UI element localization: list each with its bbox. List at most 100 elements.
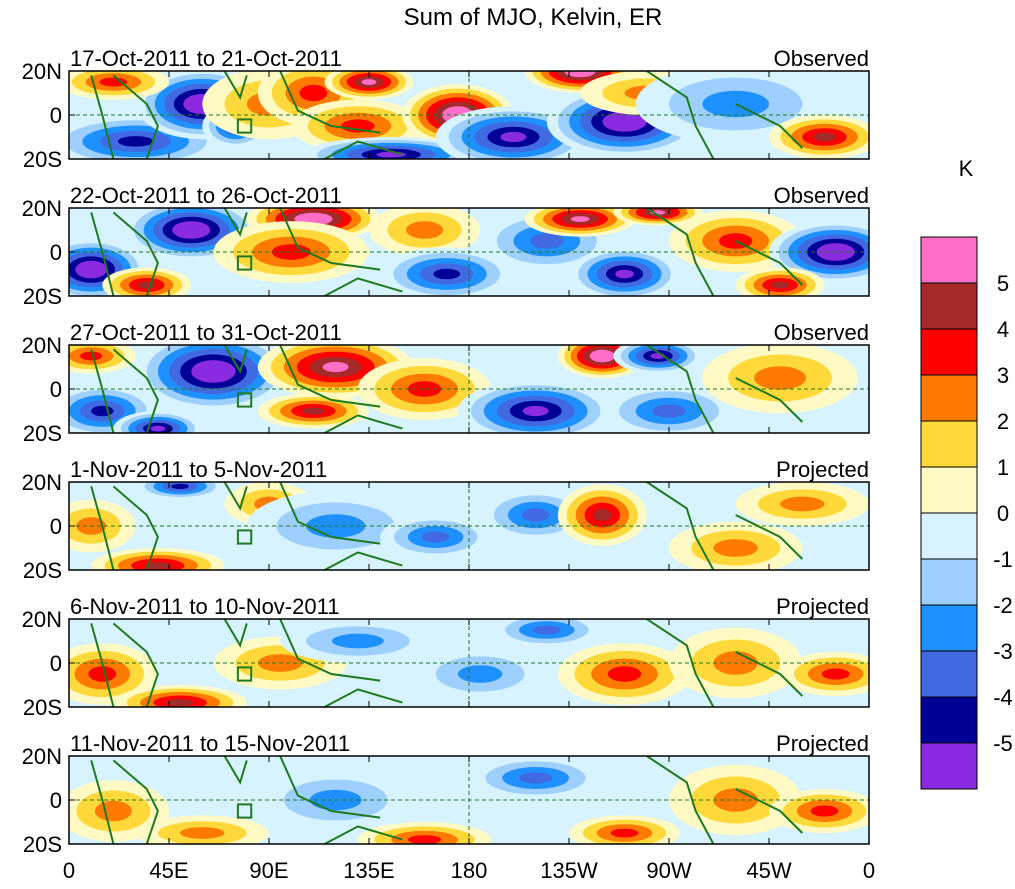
coastline [112,759,159,844]
y-tick-label: 20N [22,196,62,221]
coastline [646,482,715,570]
panel-status: Observed [774,46,869,71]
anomaly-contour [500,131,527,143]
y-tick-label: 20S [23,421,62,446]
anomaly-contour [406,221,444,239]
panel-status: Projected [776,731,869,756]
coastline [90,760,115,844]
anomaly-contour [171,483,189,490]
colorbar-swatch [920,466,978,514]
anomaly-contour [331,633,384,649]
y-tick-label: 0 [50,788,62,813]
anomaly-contour [407,381,442,397]
y-tick-label: 0 [50,651,62,676]
anomaly-contour [144,562,172,570]
coastline [324,414,403,433]
x-tick-label: 0 [863,858,875,883]
x-tick-label: 90E [249,858,288,883]
coastline [223,345,248,374]
colorbar-tick-label: -1 [993,547,1013,572]
colorbar-swatch [920,420,978,468]
anomaly-contour [202,365,225,378]
panel-status: Observed [774,320,869,345]
map-panel: 20N 0 20S 22-Oct-2011 to 26-Oct-2011 Observe… [22,183,870,309]
colorbar-tick-label: 4 [997,317,1009,342]
coastline [223,619,248,648]
anomaly-contour [713,539,758,557]
x-tick-label: 0 [63,858,75,883]
y-tick-label: 20S [23,832,62,857]
x-tick-label: 135E [343,858,394,883]
coastline [735,377,804,423]
coastline [279,482,381,545]
y-tick-label: 20N [22,59,62,84]
x-tick-label: 45E [149,858,188,883]
anomaly-contour [572,71,589,75]
coastline [90,75,115,159]
coastline [112,622,159,707]
region-box [236,392,253,408]
panel-status: Projected [776,457,869,482]
coastline [279,345,381,408]
anomaly-contour [99,77,128,87]
coastline [112,485,159,570]
coastline [223,208,248,237]
coastline [112,211,159,296]
y-tick-label: 0 [50,103,62,128]
anomaly-contour [771,281,789,289]
panel-date-range: 17-Oct-2011 to 21-Oct-2011 [70,46,342,71]
coastline [324,825,403,844]
y-tick-label: 20S [23,558,62,583]
anomaly-contour [607,666,642,682]
map-panel: 20N 0 20S 6-Nov-2011 to 10-Nov-2011 Projecte… [22,594,870,720]
panel-date-range: 1-Nov-2011 to 5-Nov-2011 [70,457,327,482]
y-tick-label: 20S [23,147,62,172]
panel-date-range: 11-Nov-2011 to 15-Nov-2011 [70,731,350,756]
panel-status: Projected [776,594,869,619]
region-box [236,666,253,682]
anomaly-contour [522,405,549,417]
anomaly-contour [780,496,825,512]
panel-date-range: 22-Oct-2011 to 26-Oct-2011 [70,183,342,208]
y-tick-label: 0 [50,377,62,402]
colorbar-tick-label: 1 [997,455,1009,480]
coastline [112,348,159,433]
colorbar-tick-label: -3 [993,639,1013,664]
anomaly-contour [302,407,325,415]
colorbar: K 5 4 3 2 1 0 -1 -2 -3 -4 -5 [920,156,1013,790]
anomaly-contour [299,84,328,102]
y-tick-label: 20S [23,284,62,309]
map-panel: 20N 0 20S 17-Oct-2011 to 21-Oct-2011 Observe… [22,46,870,172]
coastline [90,486,115,570]
coastline [646,208,715,296]
y-tick-label: 20N [22,744,62,769]
panels: 20N 0 20S 17-Oct-2011 to 21-Oct-2011 Observe… [22,46,870,857]
coastline [735,651,804,697]
anomaly-contour [117,136,154,147]
colorbar-tick-label: 5 [997,271,1009,296]
anomaly-contour [80,351,103,361]
anomaly-contour [433,268,461,280]
coastline [324,551,403,570]
coastline [279,71,381,134]
coastline [324,140,403,159]
colorbar-tick-label: -5 [993,731,1013,756]
x-tick-label: 180 [451,858,488,883]
colorbar-swatch [920,650,978,698]
region-box [236,255,253,271]
colorbar-swatch [920,328,978,376]
coastline [223,756,248,785]
coastline [223,482,248,511]
coastline [646,756,715,844]
anomaly-contour [181,225,201,235]
anomaly-contour [652,404,686,418]
colorbar-swatch [920,696,978,744]
colorbar-swatch [920,604,978,652]
colorbar-swatch [920,558,978,606]
coastline [735,514,804,560]
anomaly-contour [613,116,636,127]
map-panel: 20N 0 20S 1-Nov-2011 to 5-Nov-2011 Projected [22,457,870,583]
coastline [735,788,804,834]
anomaly-contour [303,215,323,223]
